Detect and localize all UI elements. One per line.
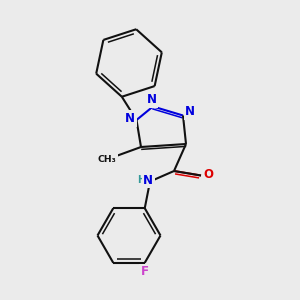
Text: F: F [141, 265, 149, 278]
Text: N: N [143, 174, 153, 187]
Text: N: N [125, 112, 135, 125]
Text: N: N [146, 93, 157, 106]
Text: H: H [137, 175, 145, 185]
Text: CH₃: CH₃ [97, 154, 116, 164]
Text: O: O [204, 167, 214, 181]
Text: N: N [185, 105, 195, 119]
